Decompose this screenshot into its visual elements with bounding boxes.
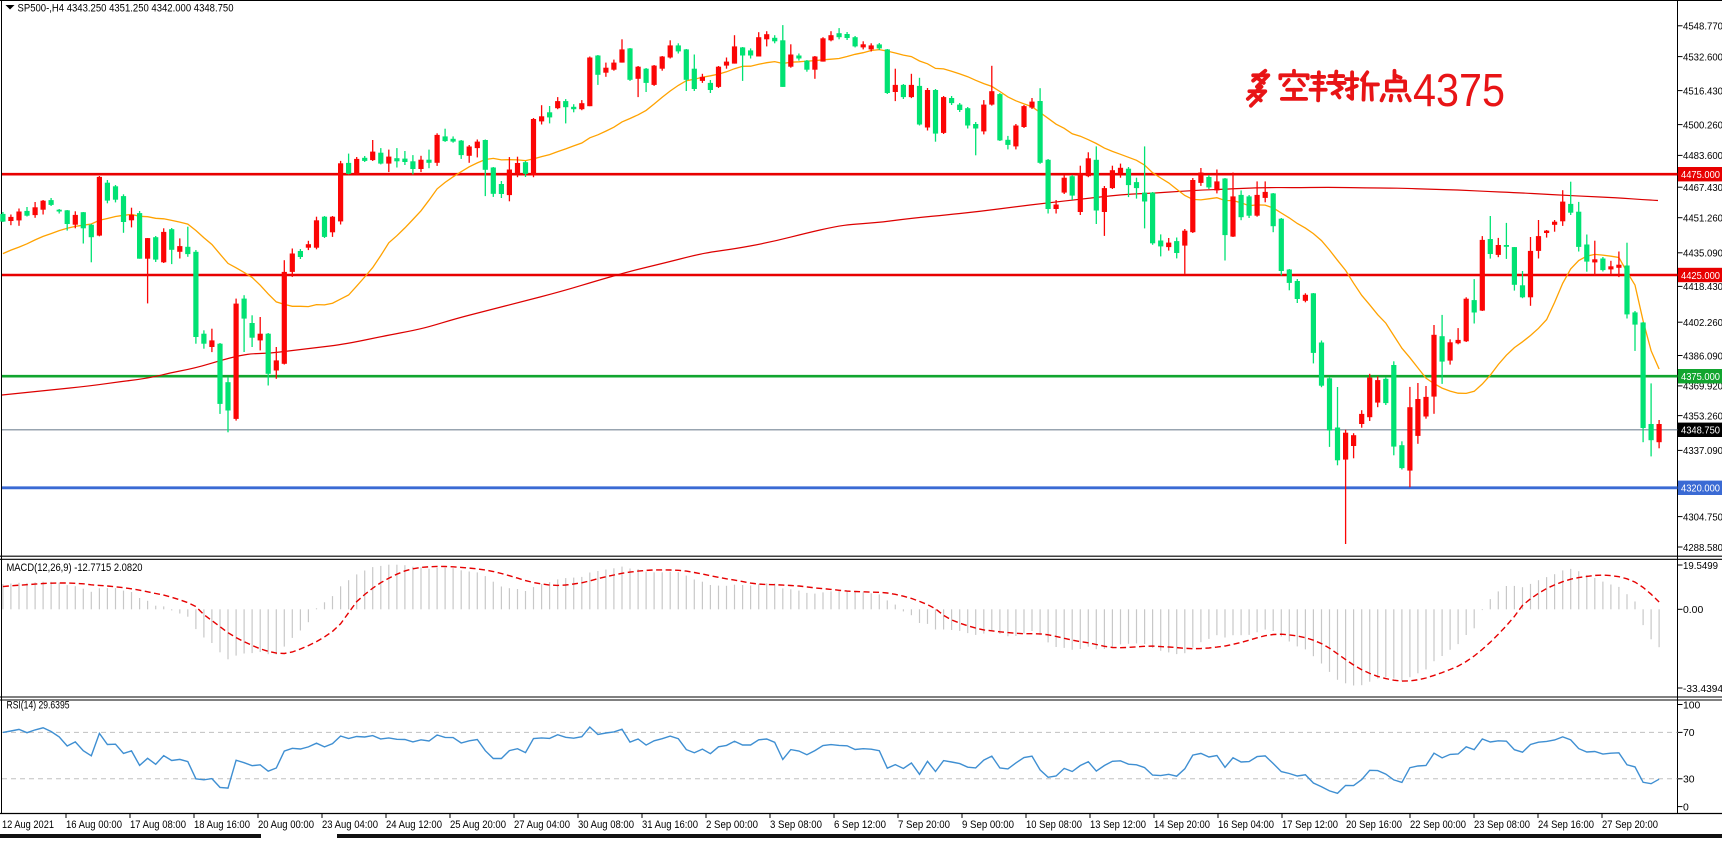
svg-text:4288.580: 4288.580 — [1683, 543, 1722, 554]
svg-text:13 Sep 12:00: 13 Sep 12:00 — [1090, 819, 1146, 831]
svg-text:18 Aug 16:00: 18 Aug 16:00 — [194, 819, 250, 831]
svg-text:9 Sep 00:00: 9 Sep 00:00 — [962, 819, 1014, 831]
svg-text:4435.090: 4435.090 — [1683, 249, 1722, 260]
svg-text:0: 0 — [1683, 802, 1689, 813]
svg-text:4337.090: 4337.090 — [1683, 446, 1722, 457]
svg-text:20 Aug 00:00: 20 Aug 00:00 — [258, 819, 314, 831]
svg-text:16 Aug 00:00: 16 Aug 00:00 — [66, 819, 122, 831]
svg-text:10 Sep 08:00: 10 Sep 08:00 — [1026, 819, 1082, 831]
svg-text:6 Sep 12:00: 6 Sep 12:00 — [834, 819, 886, 831]
svg-text:70: 70 — [1683, 728, 1695, 739]
svg-text:12 Aug 2021: 12 Aug 2021 — [2, 819, 54, 831]
svg-text:4402.260: 4402.260 — [1683, 318, 1722, 329]
svg-text:RSI(14) 29.6395: RSI(14) 29.6395 — [7, 700, 70, 712]
svg-text:16 Sep 04:00: 16 Sep 04:00 — [1218, 819, 1274, 831]
svg-text:24 Aug 12:00: 24 Aug 12:00 — [386, 819, 442, 831]
svg-text:30: 30 — [1683, 775, 1695, 786]
svg-text:4483.600: 4483.600 — [1683, 151, 1722, 162]
svg-text:23 Aug 04:00: 23 Aug 04:00 — [322, 819, 378, 831]
svg-text:31 Aug 16:00: 31 Aug 16:00 — [642, 819, 698, 831]
svg-text:100: 100 — [1683, 700, 1701, 711]
svg-text:4304.750: 4304.750 — [1683, 512, 1722, 523]
svg-text:24 Sep 16:00: 24 Sep 16:00 — [1538, 819, 1594, 831]
svg-text:4532.600: 4532.600 — [1683, 52, 1722, 63]
svg-text:27 Aug 04:00: 27 Aug 04:00 — [514, 819, 570, 831]
svg-text:4500.260: 4500.260 — [1683, 120, 1722, 131]
svg-text:17 Aug 08:00: 17 Aug 08:00 — [130, 819, 186, 831]
svg-text:27 Sep 20:00: 27 Sep 20:00 — [1602, 819, 1658, 831]
svg-text:4451.260: 4451.260 — [1683, 214, 1722, 225]
svg-text:-33.4394: -33.4394 — [1683, 684, 1722, 695]
svg-text:4375.000: 4375.000 — [1681, 372, 1720, 383]
svg-text:25 Aug 20:00: 25 Aug 20:00 — [450, 819, 506, 831]
svg-text:23 Sep 08:00: 23 Sep 08:00 — [1474, 819, 1530, 831]
svg-text:MACD(12,26,9) -12.7715 2.0820: MACD(12,26,9) -12.7715 2.0820 — [7, 562, 143, 574]
svg-text:4353.260: 4353.260 — [1683, 411, 1722, 422]
svg-text:4418.430: 4418.430 — [1683, 282, 1722, 293]
svg-text:4548.770: 4548.770 — [1683, 22, 1722, 33]
svg-text:3 Sep 08:00: 3 Sep 08:00 — [770, 819, 822, 831]
svg-text:4320.000: 4320.000 — [1681, 484, 1720, 495]
svg-text:4475.000: 4475.000 — [1681, 170, 1720, 181]
svg-text:17 Sep 12:00: 17 Sep 12:00 — [1282, 819, 1338, 831]
svg-text:4516.430: 4516.430 — [1683, 86, 1722, 97]
svg-text:SP500-,H4 4343.250 4351.250 4: SP500-,H4 4343.250 4351.250 4342.000 434… — [18, 3, 234, 15]
svg-text:4375: 4375 — [1413, 64, 1505, 116]
svg-text:30 Aug 08:00: 30 Aug 08:00 — [578, 819, 634, 831]
svg-text:0.00: 0.00 — [1683, 605, 1703, 616]
svg-text:4369.920: 4369.920 — [1683, 382, 1722, 393]
svg-text:14 Sep 20:00: 14 Sep 20:00 — [1154, 819, 1210, 831]
svg-text:4348.750: 4348.750 — [1681, 426, 1720, 437]
svg-text:4467.430: 4467.430 — [1683, 183, 1722, 194]
svg-text:4386.090: 4386.090 — [1683, 351, 1722, 362]
svg-text:2 Sep 00:00: 2 Sep 00:00 — [706, 819, 758, 831]
svg-text:19.5499: 19.5499 — [1683, 561, 1718, 572]
svg-text:20 Sep 16:00: 20 Sep 16:00 — [1346, 819, 1402, 831]
svg-text:22 Sep 00:00: 22 Sep 00:00 — [1410, 819, 1466, 831]
svg-text:4425.000: 4425.000 — [1681, 271, 1720, 282]
svg-text:7 Sep 20:00: 7 Sep 20:00 — [898, 819, 950, 831]
